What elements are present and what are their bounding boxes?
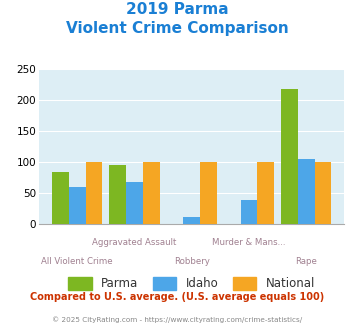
Text: 2019 Parma: 2019 Parma bbox=[126, 2, 229, 16]
Text: Aggravated Assault: Aggravated Assault bbox=[92, 238, 177, 247]
Bar bbox=[86, 162, 102, 224]
Bar bbox=[241, 200, 257, 224]
Bar bbox=[143, 162, 160, 224]
Text: Rape: Rape bbox=[295, 257, 317, 266]
Bar bbox=[298, 159, 315, 224]
Bar bbox=[69, 187, 86, 224]
Bar bbox=[257, 162, 274, 224]
Bar bbox=[200, 162, 217, 224]
Text: Murder & Mans...: Murder & Mans... bbox=[212, 238, 286, 247]
Text: Compared to U.S. average. (U.S. average equals 100): Compared to U.S. average. (U.S. average … bbox=[31, 292, 324, 302]
Text: All Violent Crime: All Violent Crime bbox=[42, 257, 113, 266]
Bar bbox=[183, 217, 200, 224]
Text: © 2025 CityRating.com - https://www.cityrating.com/crime-statistics/: © 2025 CityRating.com - https://www.city… bbox=[53, 317, 302, 323]
Text: Robbery: Robbery bbox=[174, 257, 210, 266]
Bar bbox=[126, 182, 143, 224]
Bar bbox=[52, 172, 69, 224]
Bar bbox=[281, 89, 298, 224]
Text: Violent Crime Comparison: Violent Crime Comparison bbox=[66, 21, 289, 36]
Bar bbox=[315, 162, 331, 224]
Bar bbox=[109, 165, 126, 224]
Legend: Parma, Idaho, National: Parma, Idaho, National bbox=[68, 277, 315, 290]
